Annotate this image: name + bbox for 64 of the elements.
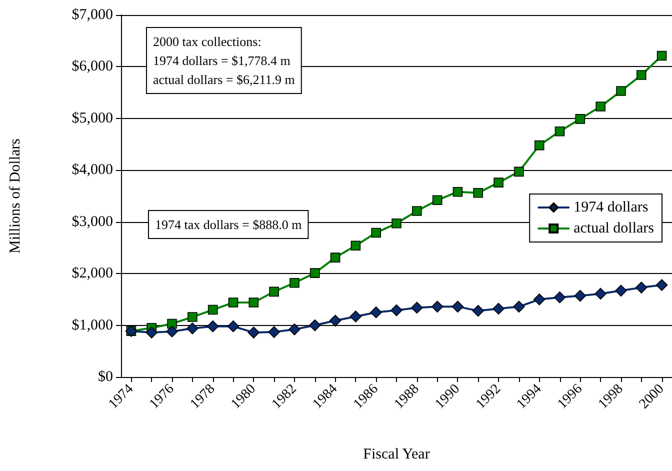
point (533, 294, 546, 306)
point (248, 326, 260, 338)
point (494, 178, 504, 188)
point (350, 240, 361, 251)
point (575, 114, 586, 124)
point (308, 319, 321, 332)
point (186, 322, 198, 334)
legend-label: 1974 dollars (574, 200, 648, 216)
y-tick-label: $6,000 (72, 58, 113, 75)
point (268, 326, 280, 338)
point (513, 300, 525, 313)
point (412, 206, 422, 216)
point (166, 326, 178, 338)
point (228, 298, 238, 308)
point (574, 290, 586, 302)
annotation: 1974 tax dollars = $888.0 m (155, 217, 302, 232)
point (431, 300, 444, 313)
point (452, 300, 464, 313)
point (473, 188, 484, 198)
y-tick-label: $2,000 (72, 266, 113, 282)
point (392, 218, 402, 228)
x-axis-title: Fiscal Year (363, 446, 430, 462)
point (656, 50, 667, 61)
point (472, 304, 484, 317)
point (371, 228, 381, 238)
y-tick-label: $7,000 (72, 7, 113, 23)
y-axis-title: Millions of Dollars (8, 138, 24, 254)
point (248, 298, 259, 308)
point (390, 304, 402, 316)
point (310, 268, 320, 278)
point (350, 310, 362, 322)
point (290, 278, 300, 288)
point (594, 288, 606, 300)
point (554, 291, 566, 304)
point (492, 302, 504, 315)
point (534, 140, 544, 150)
point (635, 282, 648, 294)
point (146, 326, 158, 338)
y-tick-label: $4,000 (72, 162, 113, 178)
y-tick-label: $5,000 (72, 110, 113, 126)
point (329, 314, 342, 327)
point (452, 186, 463, 197)
point (596, 102, 606, 112)
point (615, 284, 627, 297)
point (330, 252, 340, 262)
y-tick-label: $3,000 (72, 214, 113, 230)
point (554, 126, 565, 136)
point (227, 320, 240, 332)
point (656, 279, 668, 291)
point (370, 306, 382, 318)
point (269, 286, 279, 297)
point (188, 312, 198, 322)
point (206, 320, 219, 332)
y-tick-label: $0 (98, 369, 113, 385)
point (288, 324, 300, 336)
point (208, 304, 218, 315)
point (432, 195, 442, 206)
legend-label: actual dollars (574, 220, 654, 236)
point (636, 70, 646, 80)
point (514, 166, 524, 177)
annotation: 2000 tax collections: 1974 dollars = $1,778.4 m actual dollars = $6,211.9 m (153, 34, 295, 87)
y-tick-label: $1,000 (72, 317, 113, 334)
point (616, 86, 626, 96)
point (411, 302, 423, 314)
